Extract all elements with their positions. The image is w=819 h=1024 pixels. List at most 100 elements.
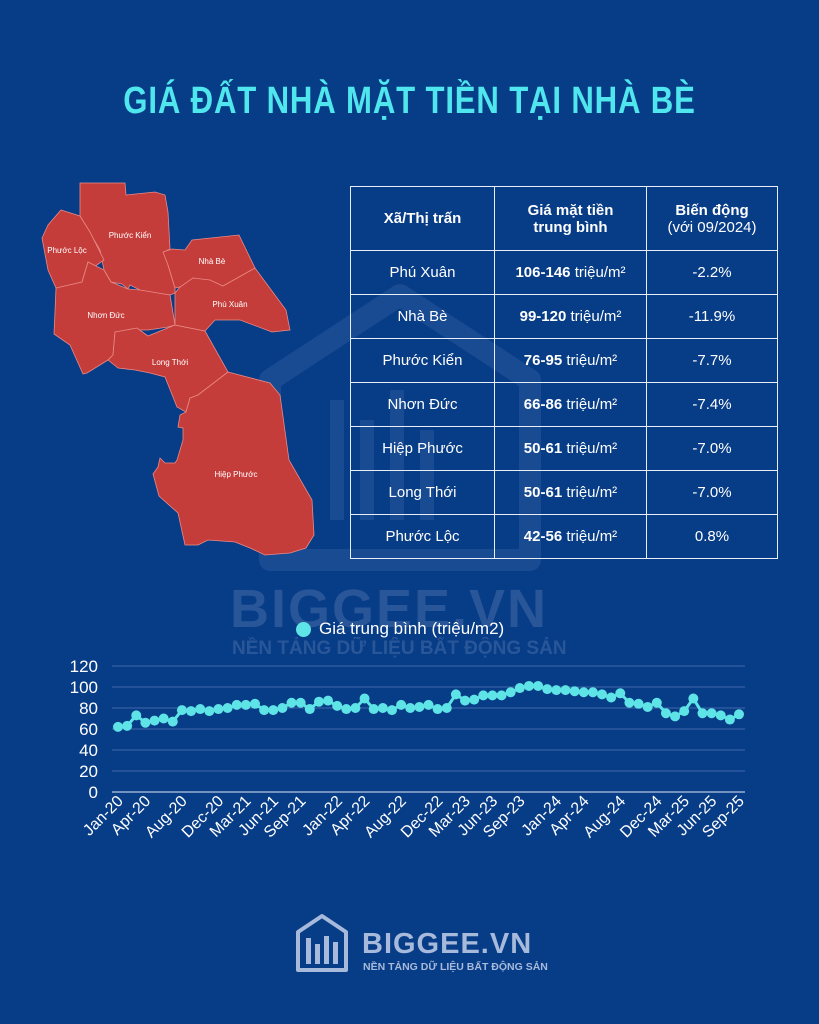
data-point xyxy=(286,697,297,708)
commune-name: Hiệp Phước xyxy=(350,426,495,471)
table-row: Nhà Bè 99-120 triệu/m² -11.9% xyxy=(350,294,778,339)
price-range: 99-120 triệu/m² xyxy=(494,294,647,339)
watermark-tagline: NỀN TẢNG DỮ LIỆU BẤT ĐỘNG SẢN xyxy=(232,638,567,659)
data-point xyxy=(450,689,461,700)
legend-label: Giá trung bình (triệu/m2) xyxy=(319,619,505,638)
data-point xyxy=(222,703,233,713)
commune-name: Phú Xuân xyxy=(350,250,495,295)
price-range: 50-61 triệu/m² xyxy=(494,426,647,471)
data-point xyxy=(734,709,744,720)
data-point xyxy=(304,704,315,715)
table-row: Phước Lộc 42-56 triệu/m² 0.8% xyxy=(350,514,778,559)
y-tick-label: 0 xyxy=(89,783,98,802)
data-point xyxy=(332,700,343,711)
map-region-nhon-duc xyxy=(53,261,176,375)
data-point xyxy=(633,698,644,709)
data-point xyxy=(587,687,598,698)
district-map: Phước Kiển Phước Lộc Nhà Bè Phú Xuân Nhơ… xyxy=(41,182,315,556)
chart-legend: Giá trung bình (triệu/m2) xyxy=(296,619,504,639)
data-point xyxy=(268,705,279,716)
data-point xyxy=(414,701,425,712)
y-tick-label: 40 xyxy=(79,741,98,760)
data-point xyxy=(249,698,260,709)
data-point xyxy=(478,690,489,701)
data-point xyxy=(167,716,178,727)
table-header-row: Xã/Thị trấn Giá mặt tiền trung bình Biến … xyxy=(350,186,778,251)
map-region-hiep-phuoc xyxy=(152,371,315,556)
price-range: 42-56 triệu/m² xyxy=(494,514,647,559)
data-point xyxy=(697,708,708,719)
y-tick-label: 20 xyxy=(79,762,98,781)
data-point xyxy=(341,704,352,715)
data-point xyxy=(432,704,443,715)
data-point xyxy=(186,706,197,717)
y-tick-label: 120 xyxy=(70,657,98,676)
table-row: Hiệp Phước 50-61 triệu/m² -7.0% xyxy=(350,426,778,471)
price-range: 76-95 triệu/m² xyxy=(494,338,647,383)
data-point xyxy=(295,697,306,708)
map-label-phu-xuan: Phú Xuân xyxy=(212,300,247,309)
data-point xyxy=(715,710,726,721)
data-point xyxy=(176,705,187,716)
data-point xyxy=(460,695,471,706)
price-change: -11.9% xyxy=(646,294,778,339)
data-point xyxy=(724,714,735,725)
data-point xyxy=(706,708,717,719)
map-label-long-thoi: Long Thới xyxy=(152,358,188,367)
data-point xyxy=(423,699,434,710)
watermark-brand: BIGGEE.VN xyxy=(230,579,549,639)
map-label-nhon-duc: Nhơn Đức xyxy=(87,311,124,320)
header-price: Giá mặt tiền trung bình xyxy=(494,186,647,251)
map-label-hiep-phuoc: Hiệp Phước xyxy=(214,470,257,479)
commune-name: Nhơn Đức xyxy=(350,382,495,427)
data-point xyxy=(405,703,416,713)
price-table: Xã/Thị trấn Giá mặt tiền trung bình Biến … xyxy=(350,186,778,559)
data-point xyxy=(359,693,370,704)
data-point xyxy=(122,720,133,731)
commune-name: Long Thới xyxy=(350,470,495,515)
data-point xyxy=(551,685,562,696)
data-point xyxy=(642,701,653,712)
commune-name: Phước Lộc xyxy=(350,514,495,559)
data-point xyxy=(533,680,544,691)
data-point xyxy=(651,697,662,708)
biggee-logo-icon xyxy=(296,914,348,972)
price-change: -7.7% xyxy=(646,338,778,383)
data-point xyxy=(368,704,379,715)
data-point xyxy=(259,705,270,716)
data-point xyxy=(496,690,507,701)
data-point xyxy=(213,704,224,715)
data-point xyxy=(158,713,169,724)
y-tick-label: 60 xyxy=(79,720,98,739)
map-label-phuoc-kien: Phước Kiển xyxy=(109,231,152,240)
data-point xyxy=(204,706,215,717)
data-point xyxy=(487,690,498,701)
data-point xyxy=(396,699,407,710)
data-point xyxy=(469,694,480,705)
header-commune: Xã/Thị trấn xyxy=(350,186,495,251)
data-point xyxy=(624,697,635,708)
price-range: 66-86 triệu/m² xyxy=(494,382,647,427)
data-point xyxy=(113,721,123,732)
data-point xyxy=(505,687,516,698)
data-point xyxy=(377,703,388,713)
data-point xyxy=(679,706,690,717)
map-label-phuoc-loc: Phước Lộc xyxy=(47,246,87,255)
table-row: Phú Xuân 106-146 triệu/m² -2.2% xyxy=(350,250,778,295)
footer-tagline: NỀN TẢNG DỮ LIỆU BẤT ĐỘNG SẢN xyxy=(363,961,548,973)
map-region-phu-xuan xyxy=(174,267,291,333)
y-tick-label: 80 xyxy=(79,699,98,718)
data-point xyxy=(131,710,142,721)
data-point xyxy=(323,695,334,706)
y-tick-label: 100 xyxy=(70,678,98,697)
data-point xyxy=(606,692,617,703)
data-point xyxy=(542,684,553,695)
data-point xyxy=(523,680,534,691)
price-change: -2.2% xyxy=(646,250,778,295)
data-point xyxy=(560,685,571,696)
price-range: 106-146 triệu/m² xyxy=(494,250,647,295)
table-row: Phước Kiển 76-95 triệu/m² -7.7% xyxy=(350,338,778,383)
data-point xyxy=(277,703,288,713)
table-row: Nhơn Đức 66-86 triệu/m² -7.4% xyxy=(350,382,778,427)
